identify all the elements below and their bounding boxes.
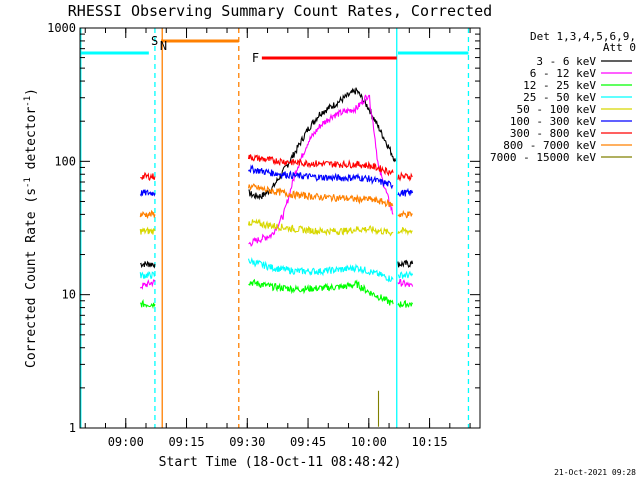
x-axis-ticks: 09:00 09:15 09:30 09:45 10:00 10:15 xyxy=(84,28,471,449)
x-tick-label: 10:00 xyxy=(351,435,387,449)
legend-entry-label: 800 - 7000 keV xyxy=(503,139,596,152)
y-tick-label: 100 xyxy=(54,154,76,168)
y-axis-ticks: 1 10 100 1000 xyxy=(47,21,480,435)
series-line xyxy=(139,299,156,310)
x-tick-label: 09:30 xyxy=(229,435,265,449)
series-line xyxy=(397,278,414,288)
series-group xyxy=(139,183,413,219)
legend-entry-label: 6 - 12 keV xyxy=(530,67,597,80)
series-group xyxy=(140,154,413,182)
series-line xyxy=(139,189,156,197)
series-line xyxy=(247,257,394,283)
y-axis-label-sup-1: -1 xyxy=(23,177,33,188)
legend-entry-label: 100 - 300 keV xyxy=(510,115,596,128)
series-line xyxy=(139,209,156,219)
series-line xyxy=(139,260,156,269)
legend-entry-label: 12 - 25 keV xyxy=(523,79,596,92)
night-marker-label: N xyxy=(160,39,167,53)
series-line xyxy=(397,299,414,309)
flag-label: S xyxy=(151,34,158,48)
x-axis-label: Start Time (18-Oct-11 08:48:42) xyxy=(159,455,402,470)
series-group xyxy=(139,164,414,198)
series-line xyxy=(139,271,156,280)
series-line xyxy=(397,270,414,279)
series-group xyxy=(139,94,414,290)
plot-area: S F N xyxy=(80,28,470,428)
series-line xyxy=(397,171,413,182)
legend-entry-label: 7000 - 15000 keV xyxy=(490,151,596,164)
x-tick-label: 09:00 xyxy=(108,435,144,449)
series-line xyxy=(140,171,156,181)
legend-entry-label: 50 - 100 keV xyxy=(517,103,597,116)
y-tick-label: 1000 xyxy=(47,21,76,35)
data-layer xyxy=(139,87,414,427)
series-group xyxy=(139,278,414,310)
x-tick-label: 10:15 xyxy=(412,435,448,449)
series-line xyxy=(247,218,394,237)
footer-timestamp: 21-Oct-2021 09:28 xyxy=(554,468,636,477)
y-axis-label-main: Corrected Count Rate (s xyxy=(24,188,39,368)
legend-entry-label: 300 - 800 keV xyxy=(510,127,596,140)
series-group xyxy=(139,257,414,283)
plot-frame xyxy=(79,27,481,429)
y-axis-label-end: ) xyxy=(24,88,39,96)
series-group xyxy=(139,218,413,237)
y-tick-label: 10 xyxy=(62,288,76,302)
y-tick-label: 1 xyxy=(69,421,76,435)
y-axis-label-sup-2: -1 xyxy=(23,96,33,107)
series-line xyxy=(247,183,394,208)
series-line xyxy=(248,94,394,247)
series-line xyxy=(139,226,156,235)
legend-entry-label: 25 - 50 keV xyxy=(523,91,596,104)
flag-label: F xyxy=(252,51,259,65)
series-line xyxy=(397,259,414,269)
x-tick-label: 09:15 xyxy=(168,435,204,449)
legend-header: Att 0 xyxy=(603,41,636,54)
y-axis-label-mid: detector xyxy=(24,107,39,178)
legend-header: Det 1,3,4,5,6,9, xyxy=(530,30,636,43)
series-line xyxy=(397,187,414,198)
series-line xyxy=(248,278,394,306)
series-line xyxy=(397,209,413,219)
y-axis-label: Corrected Count Rate (s-1 detector-1) xyxy=(23,88,39,368)
x-tick-label: 09:45 xyxy=(290,435,326,449)
series-line xyxy=(397,226,413,236)
series-line xyxy=(139,279,156,290)
chart-title: RHESSI Observing Summary Count Rates, Co… xyxy=(68,2,492,20)
series-line xyxy=(248,164,394,190)
legend-entry-label: 3 - 6 keV xyxy=(536,55,596,68)
series-line xyxy=(247,154,394,177)
